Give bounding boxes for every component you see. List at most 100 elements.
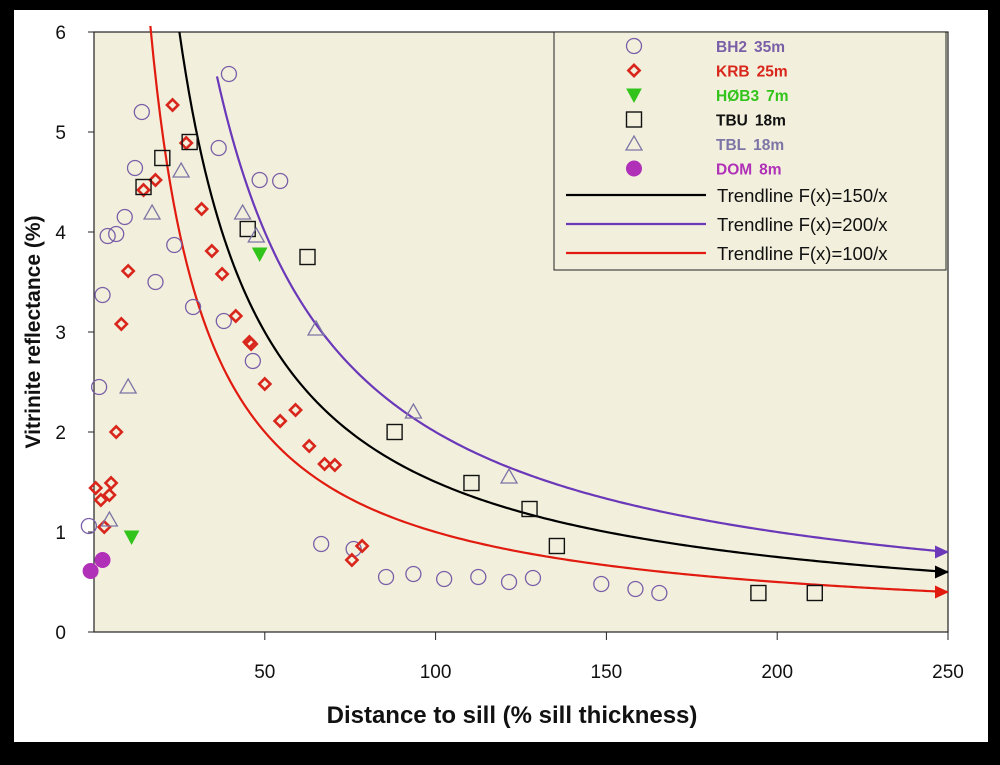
point-tbu [750, 584, 767, 602]
point-tbl [119, 377, 138, 394]
x-tick-label: 100 [420, 662, 452, 683]
point-krb [301, 438, 317, 454]
legend-marker-bh2 [625, 37, 643, 55]
point-krb [96, 519, 112, 535]
point-tbu [806, 584, 823, 602]
point-tbu [154, 149, 171, 167]
legend-label-bh2: BH2 35m [716, 39, 785, 56]
point-bh2 [126, 159, 144, 177]
point-bh2 [593, 575, 610, 593]
y-tick-label: 6 [55, 23, 66, 44]
point-tbl [171, 161, 191, 178]
point-krb [327, 457, 343, 473]
series-krb [88, 97, 370, 568]
point-krb [214, 266, 230, 282]
point-tbu [181, 133, 198, 151]
point-bh2 [651, 584, 668, 602]
legend-series-label: 7m [766, 88, 788, 105]
x-axis-ticks: 50 100 150 200 250 [254, 632, 964, 683]
legend-label-trend-150: Trendline F(x)=150/x [717, 185, 888, 206]
x-tick-label: 200 [761, 662, 793, 683]
legend-series-name: HØB3 [716, 88, 759, 105]
point-bh2 [108, 225, 125, 243]
legend-label-h-b3: HØB3 7m [716, 88, 788, 105]
point-tbu [463, 474, 480, 492]
trendline-150-arrowhead [935, 565, 949, 579]
point-dom [82, 563, 99, 579]
point-krb [228, 308, 244, 324]
legend-label-trend-200: Trendline F(x)=200/x [717, 214, 888, 235]
point-bh2 [80, 517, 98, 535]
point-h-b3 [123, 530, 140, 546]
point-h-b3 [251, 247, 268, 263]
x-tick-label: 250 [932, 662, 964, 683]
point-bh2 [133, 103, 150, 121]
legend-label-trend-100: Trendline F(x)=100/x [717, 243, 888, 264]
point-tbl [499, 467, 519, 484]
point-krb [344, 552, 360, 568]
y-tick-label: 2 [55, 423, 66, 444]
y-tick-label: 0 [55, 623, 66, 644]
legend-box [553, 31, 947, 271]
point-krb [317, 456, 333, 472]
point-bh2 [272, 172, 289, 190]
point-bh2 [470, 568, 487, 586]
point-bh2 [627, 580, 644, 598]
point-krb [113, 316, 129, 332]
legend-series-name: TBL [716, 137, 746, 154]
point-bh2 [99, 227, 116, 245]
point-tbu [386, 423, 403, 441]
trendline-150 [178, 31, 949, 574]
point-krb [354, 538, 370, 554]
point-tbu [521, 500, 538, 518]
point-bh2 [405, 565, 422, 583]
point-bh2 [220, 65, 238, 83]
trendline-100 [149, 25, 949, 594]
legend-series-label: 8m [759, 162, 781, 179]
point-tbl [404, 402, 423, 419]
legend-marker-tbu [625, 111, 643, 128]
point-krb [88, 480, 104, 496]
legend-series-label: 35m [754, 39, 785, 56]
point-krb [204, 243, 220, 259]
point-krb [165, 97, 181, 113]
point-tbu [548, 537, 566, 555]
trendline-100-arrowhead [935, 585, 949, 599]
point-bh2 [377, 568, 395, 586]
point-bh2 [166, 236, 183, 254]
point-krb [108, 424, 124, 440]
y-tick-label: 4 [55, 223, 66, 244]
point-bh2 [184, 298, 202, 316]
legend-series-name: TBU [716, 113, 748, 130]
legend-label-dom: DOM 8m [716, 162, 782, 179]
point-tbl [142, 203, 162, 220]
point-bh2 [116, 208, 133, 226]
point-krb [101, 487, 117, 503]
series-h-b3 [123, 247, 268, 546]
point-krb [272, 413, 288, 429]
point-krb [257, 376, 273, 392]
point-dom [94, 552, 111, 568]
series-tbl [100, 161, 519, 527]
x-tick-label: 150 [591, 662, 623, 683]
legend-series-name: BH2 [716, 39, 747, 56]
point-bh2 [500, 573, 518, 591]
legend-series-label: 18m [755, 113, 786, 130]
point-bh2 [244, 352, 261, 370]
point-krb [288, 402, 303, 418]
point-krb [103, 475, 119, 491]
legend-series-name: DOM [716, 162, 752, 179]
point-bh2 [251, 171, 268, 189]
legend-label-tbu: TBU 18m [716, 113, 786, 130]
legend-label-tbl: TBL 18m [716, 137, 784, 154]
point-bh2 [435, 570, 453, 588]
y-tick-label: 3 [55, 323, 66, 344]
point-krb [243, 336, 259, 352]
y-axis-title: Vitrinite reflectance (%) [22, 215, 45, 448]
point-tbl [100, 510, 119, 527]
x-axis-title: Distance to sill (% sill thickness) [327, 702, 698, 729]
point-bh2 [215, 312, 232, 330]
point-tbl [306, 319, 326, 336]
